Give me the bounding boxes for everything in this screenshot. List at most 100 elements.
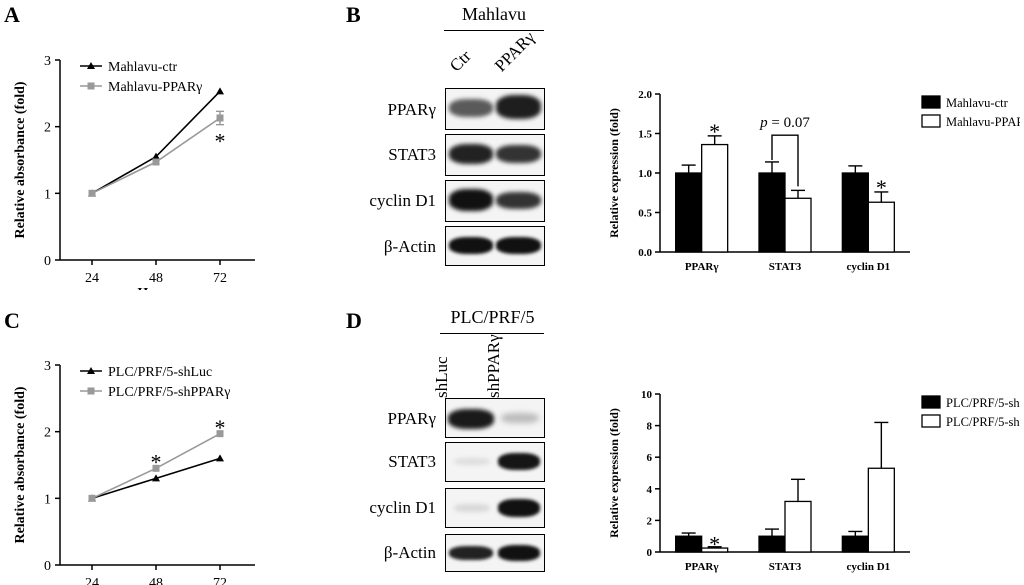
y-tick-label: 3 — [44, 54, 51, 69]
y-tick-label: 1 — [44, 187, 51, 202]
x-tick-label: STAT3 — [769, 261, 802, 273]
y-axis-label: Relative expression (fold) — [607, 108, 621, 238]
panel-label-c: C — [4, 308, 20, 333]
y-axis-label: Relative absorbance (fold) — [13, 386, 28, 543]
y-axis-label: Relative expression (fold) — [607, 408, 621, 538]
bar — [675, 172, 703, 253]
p-value-annotation: p = 0.07 — [759, 115, 810, 131]
blot-row-label-ppar-d: PPARγ — [387, 409, 436, 428]
data-point — [216, 87, 224, 95]
y-tick-label: 6 — [647, 452, 653, 464]
x-tick-label: 72 — [213, 271, 227, 286]
x-tick-label: PPARγ — [685, 261, 719, 273]
significance-asterisk: * — [709, 531, 720, 556]
x-tick-label: 24 — [85, 576, 99, 585]
significance-bracket — [771, 134, 799, 187]
data-point — [152, 152, 160, 160]
bar — [867, 201, 895, 253]
data-point — [152, 158, 160, 166]
data-point — [88, 494, 96, 502]
data-point — [216, 430, 224, 438]
y-tick-label: 0 — [44, 559, 51, 574]
y-tick-label: 8 — [647, 421, 653, 433]
series-line — [91, 90, 221, 195]
blot-header-b: Mahlavu — [462, 4, 526, 24]
blot-row-label-cyclin-d: cyclin D1 — [369, 498, 436, 517]
bar-chart-b: 0.0 0.5 1.0 1.5 2.0 Relative expression (fold… — [607, 89, 1020, 273]
line-chart-c: 0123244872HoursRelative absorbance (fold… — [13, 359, 255, 585]
x-tick-label: 72 — [213, 576, 227, 585]
lane-label-ctr: Ctr — [445, 46, 475, 76]
y-tick-label: 2 — [44, 121, 51, 136]
x-tick-label: cyclin D1 — [846, 561, 890, 573]
blot-row-label-ppar: PPARγ — [387, 100, 436, 119]
y-tick-label: 1.0 — [638, 168, 652, 180]
bar — [841, 535, 869, 553]
x-tick-label: 24 — [85, 271, 99, 286]
bar — [784, 500, 812, 553]
blot-actin-b — [445, 226, 545, 266]
legend-swatch — [921, 395, 941, 409]
x-axis-label: Hours — [137, 286, 175, 290]
legend-marker — [87, 62, 95, 69]
blot-ppar-d — [445, 398, 545, 438]
x-tick-label: STAT3 — [769, 561, 802, 573]
legend-label: Mahlavu-ctr — [108, 60, 178, 75]
y-tick-label: 2.0 — [638, 89, 652, 101]
bar — [784, 197, 812, 253]
blot-row-label-actin: β-Actin — [383, 237, 436, 256]
blot-row-label-stat3: STAT3 — [388, 145, 436, 164]
blot-row-label-cyclin: cyclin D1 — [369, 191, 436, 210]
panel-label-a: A — [4, 2, 20, 27]
bar — [758, 172, 786, 253]
significance-asterisk: * — [215, 129, 226, 154]
bar — [867, 467, 895, 553]
blot-header-line-d — [440, 333, 544, 334]
significance-asterisk: * — [151, 450, 162, 475]
legend-label: Mahlavu-ctr — [946, 96, 1009, 110]
y-tick-label: 0 — [44, 254, 51, 269]
legend-swatch — [921, 95, 941, 109]
y-tick-label: 0.5 — [638, 208, 652, 220]
y-tick-label: 0.0 — [638, 247, 652, 259]
significance-asterisk: * — [876, 175, 887, 200]
y-tick-label: 2 — [44, 426, 51, 441]
data-point — [152, 464, 160, 472]
legend-marker — [87, 82, 95, 90]
legend-swatch — [921, 114, 941, 128]
data-point — [216, 114, 224, 122]
y-tick-label: 0 — [647, 547, 653, 559]
x-tick-label: PPARγ — [685, 561, 719, 573]
bar — [675, 535, 703, 553]
legend-label: Mahlavu-PPARγ — [946, 115, 1020, 129]
blot-cyclin-b — [445, 180, 545, 222]
bar — [841, 172, 869, 253]
data-point — [216, 454, 224, 462]
legend-label: PLC/PRF/5-shLuc — [946, 396, 1020, 410]
data-point — [152, 474, 160, 482]
y-tick-label: 3 — [44, 359, 51, 374]
blot-header-d: PLC/PRF/5 — [450, 307, 535, 327]
legend-marker — [87, 387, 95, 395]
bar — [701, 143, 729, 253]
x-tick-label: cyclin D1 — [846, 261, 890, 273]
blot-row-label-actin-d: β-Actin — [383, 543, 436, 562]
blot-row-label-stat3-d: STAT3 — [388, 452, 436, 471]
blot-ppar-b — [445, 88, 545, 130]
legend-label: PLC/PRF/5-shPPARγ — [108, 385, 230, 400]
lane-label-shppar: shPPARγ — [484, 334, 503, 398]
significance-asterisk: * — [215, 415, 226, 440]
bar — [758, 535, 786, 553]
bar-chart-d: 0 2 4 6 8 10 Relative expression (fold) PPARγ ST… — [607, 389, 1020, 573]
y-tick-label: 4 — [647, 484, 653, 496]
x-tick-label: 48 — [149, 576, 163, 585]
lane-label-shluc: shLuc — [432, 356, 451, 398]
y-tick-label: 1.5 — [638, 129, 652, 141]
x-tick-label: 48 — [149, 271, 163, 286]
blot-header-line-b — [444, 30, 544, 31]
legend-swatch — [921, 414, 941, 428]
blot-actin-d — [445, 534, 545, 572]
legend-label: PLC/PRF/5-shLuc — [108, 365, 212, 380]
blot-stat3-b — [445, 134, 545, 176]
legend-marker — [87, 367, 95, 374]
